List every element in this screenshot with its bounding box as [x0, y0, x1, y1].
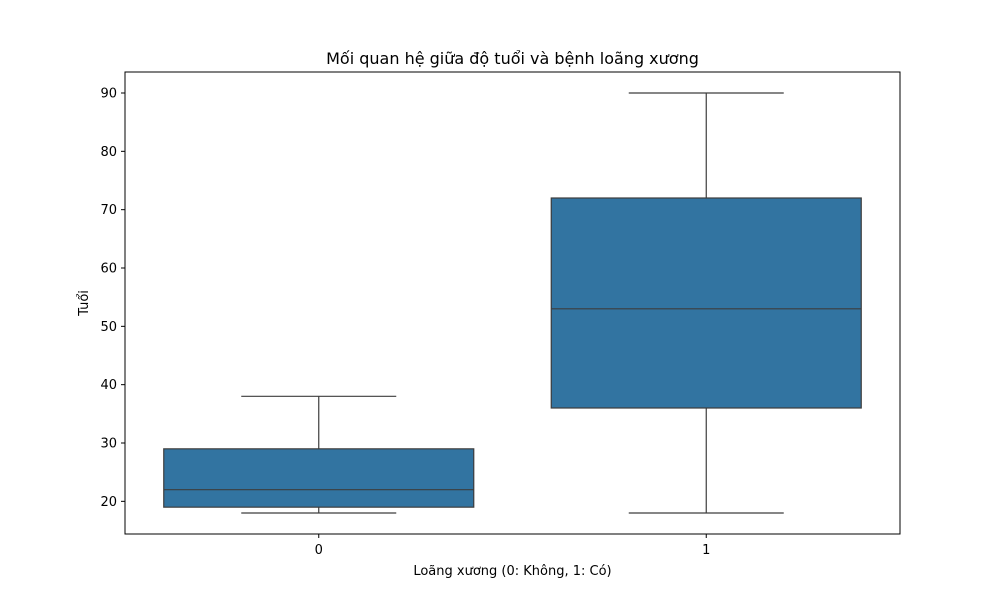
plot-area: [163, 92, 862, 514]
y-tick-label: 90: [100, 87, 117, 102]
y-tick-label: 30: [100, 437, 117, 452]
box-group-0: [163, 395, 475, 514]
y-axis-label: Tuổi: [77, 290, 92, 317]
x-tick-label: 1: [702, 543, 710, 558]
y-axis: 20 30 40 50 60 70 80 90: [100, 87, 125, 510]
y-tick-label: 60: [100, 262, 117, 277]
plot-frame: [124, 71, 901, 535]
y-tick-label: 40: [100, 378, 117, 393]
y-tick-label: 80: [100, 145, 117, 160]
x-tick-label: 0: [315, 543, 323, 558]
y-tick-label: 70: [100, 203, 117, 218]
x-axis-label: Loãng xương (0: Không, 1: Có): [413, 564, 611, 579]
iqr-box: [550, 197, 862, 409]
y-tick-label: 20: [100, 495, 117, 510]
y-tick-label: 50: [100, 320, 117, 335]
box-group-1: [550, 92, 862, 514]
chart-title: Mối quan hệ giữa độ tuổi và bệnh loãng x…: [326, 49, 699, 68]
iqr-box: [163, 448, 475, 508]
